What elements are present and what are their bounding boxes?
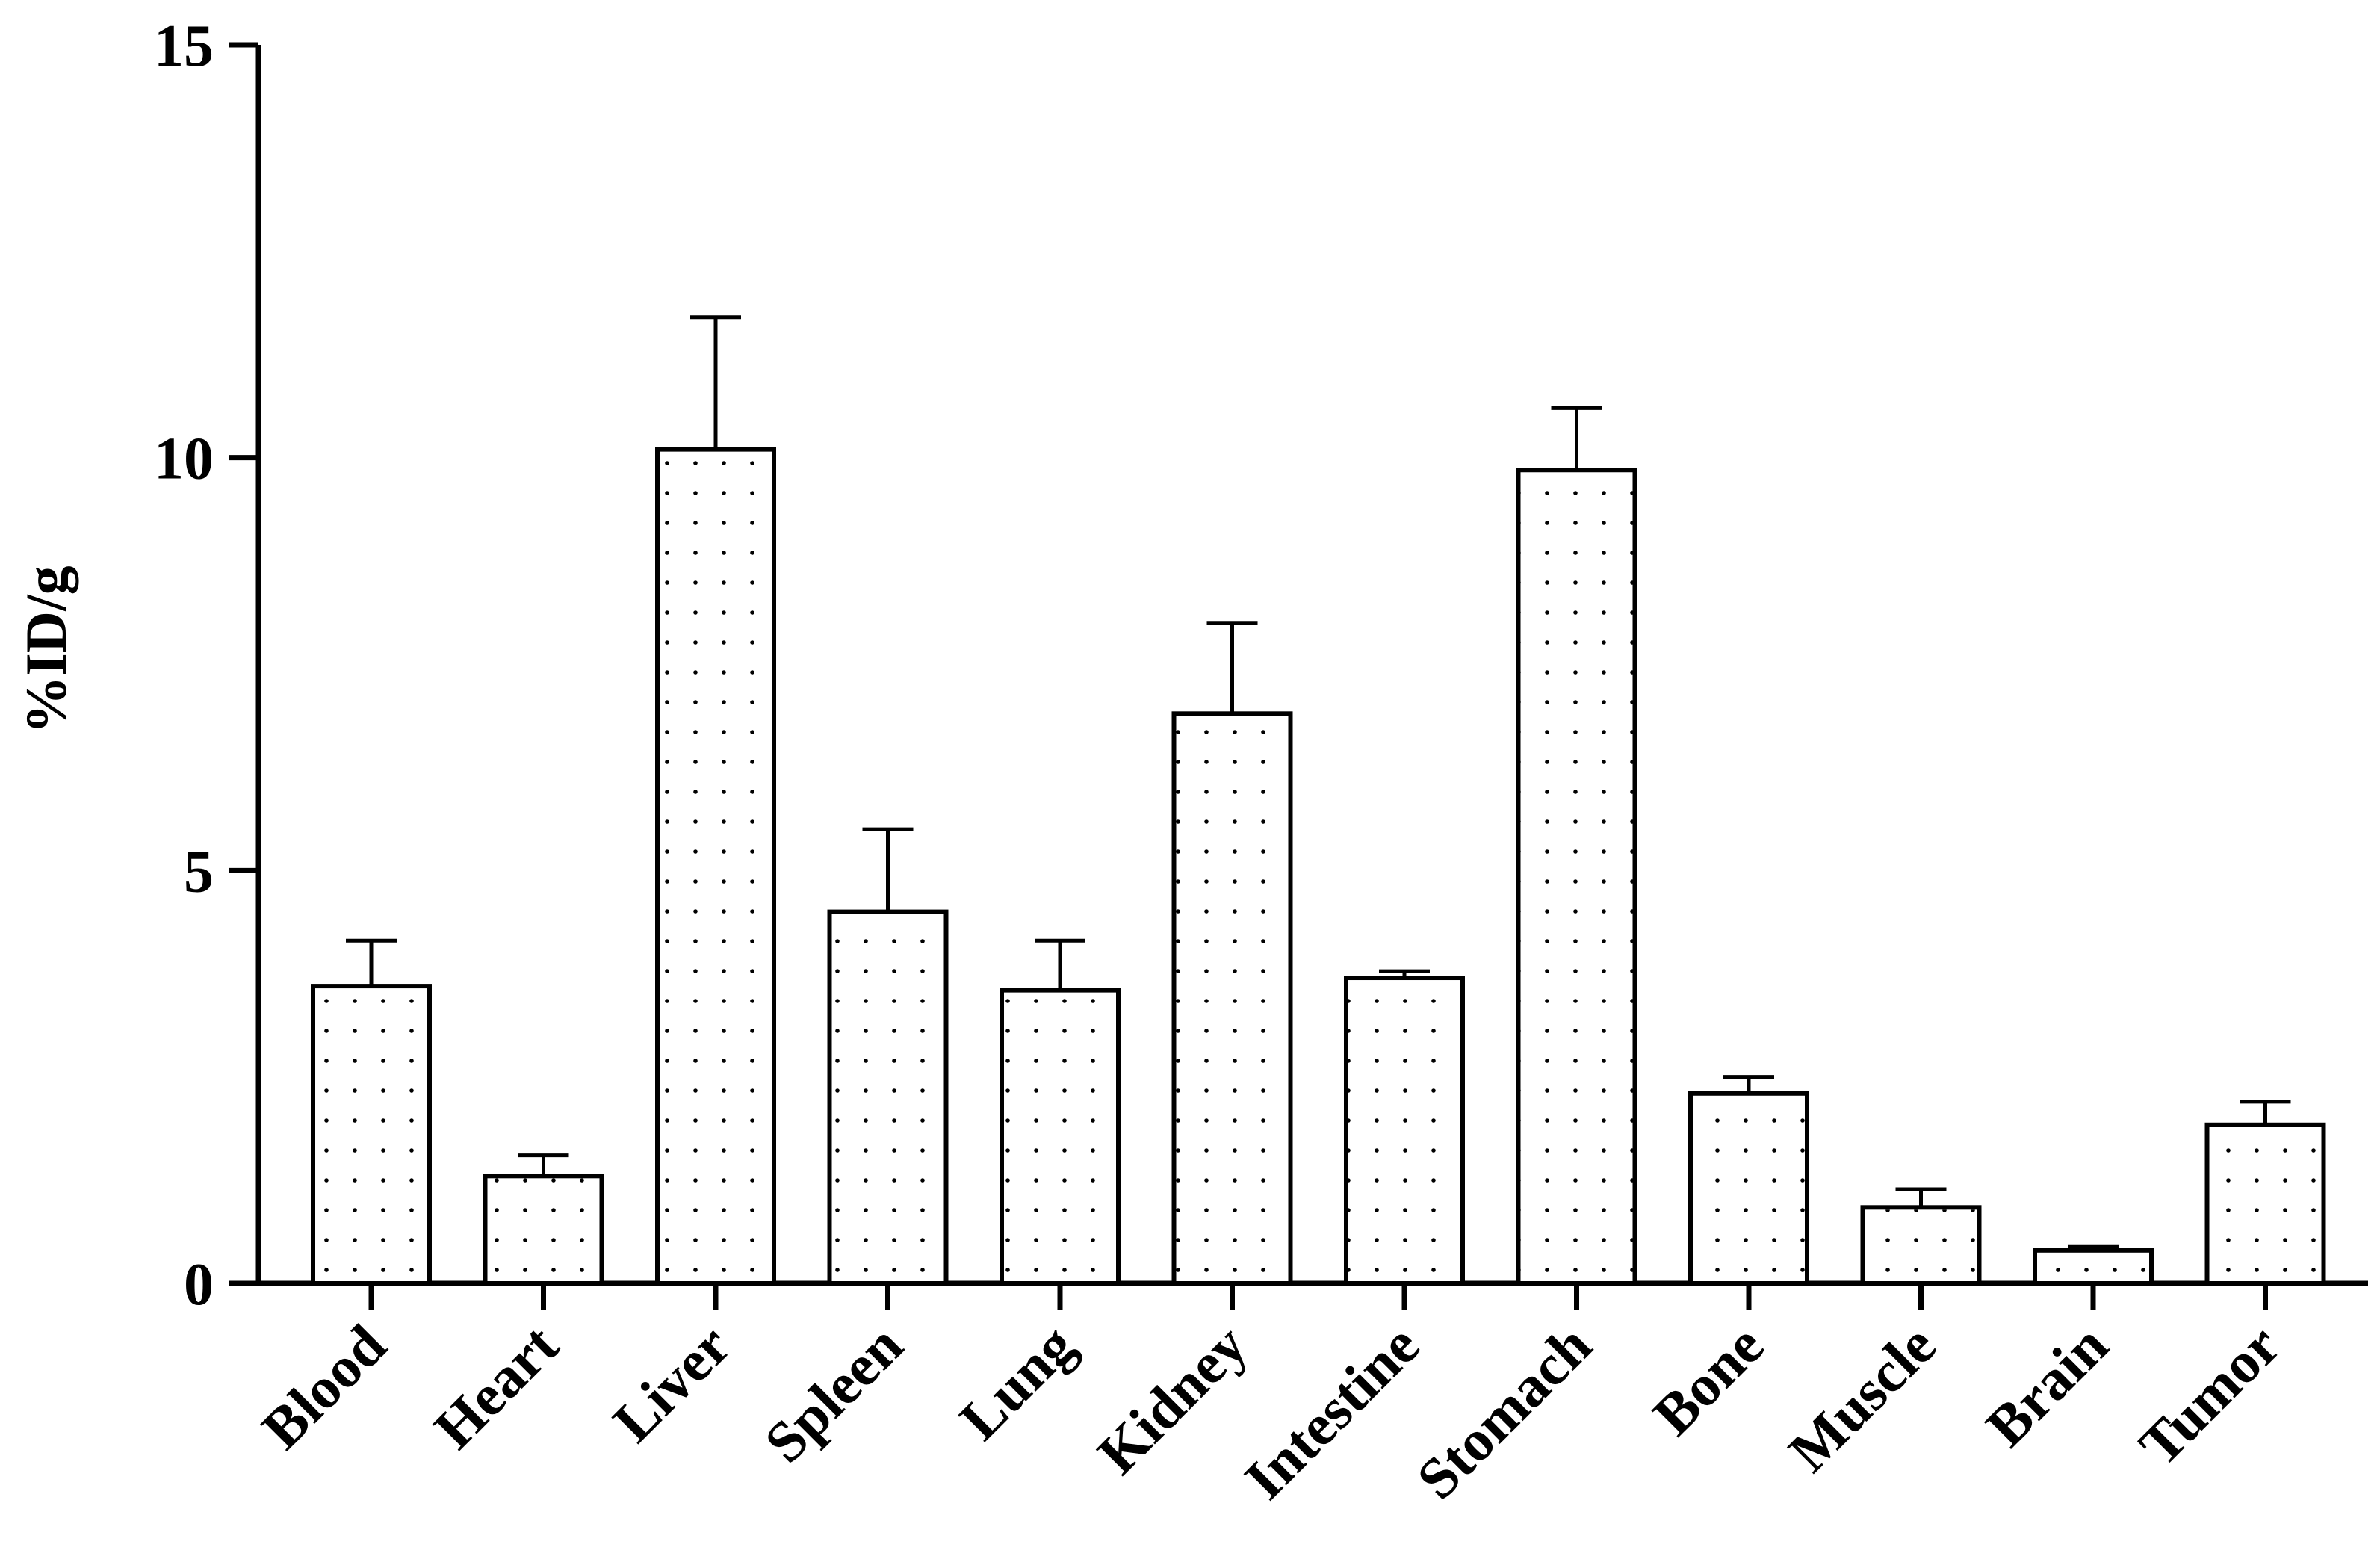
bar-pattern-bone (1693, 1095, 1805, 1281)
bar-pattern-heart (487, 1178, 600, 1281)
x-tick-label-kidney: Kidney (1085, 1313, 1259, 1487)
bar-pattern-muscle (1865, 1209, 1977, 1281)
x-tick-label-lung: Lung (947, 1313, 1087, 1452)
y-tick-label: 0 (184, 1252, 214, 1318)
bar-pattern-brain (2037, 1252, 2149, 1281)
y-tick-label: 10 (154, 427, 214, 492)
y-axis: 0 5 10 15 (154, 13, 261, 1318)
x-tick-label-intestine: Intestine (1232, 1313, 1431, 1512)
bars (311, 315, 2326, 1286)
y-tick-label: 5 (184, 839, 214, 905)
bar-pattern-kidney (1176, 716, 1289, 1281)
x-tick-label-liver: Liver (601, 1313, 743, 1454)
bar-pattern-tumor (2209, 1127, 2322, 1281)
y-axis-label: %ID/g (13, 565, 78, 734)
x-tick-label-stomach: Stomach (1404, 1313, 1604, 1512)
x-tick-label-spleen: Spleen (752, 1313, 915, 1475)
x-tick-label-tumor: Tumor (2127, 1313, 2293, 1478)
x-tick-label-muscle: Muscle (1776, 1313, 1948, 1484)
x-tick-label-blood: Blood (250, 1313, 398, 1461)
bar-pattern-liver (660, 451, 772, 1282)
y-tick-label: 15 (154, 13, 214, 79)
bar-pattern-blood (315, 988, 427, 1281)
bar-pattern-stomach (1520, 472, 1633, 1282)
x-axis: Blood Heart Liver Spleen LungKidneyIntestine… (250, 1280, 2368, 1512)
x-tick-label-brain: Brain (1974, 1313, 2120, 1459)
bar-pattern-spleen (831, 914, 944, 1281)
bar-pattern-lung (1004, 992, 1116, 1281)
x-tick-label-heart: Heart (421, 1312, 570, 1460)
x-tick-label-bone: Bone (1640, 1313, 1776, 1448)
bar-pattern-intestine (1348, 980, 1460, 1281)
